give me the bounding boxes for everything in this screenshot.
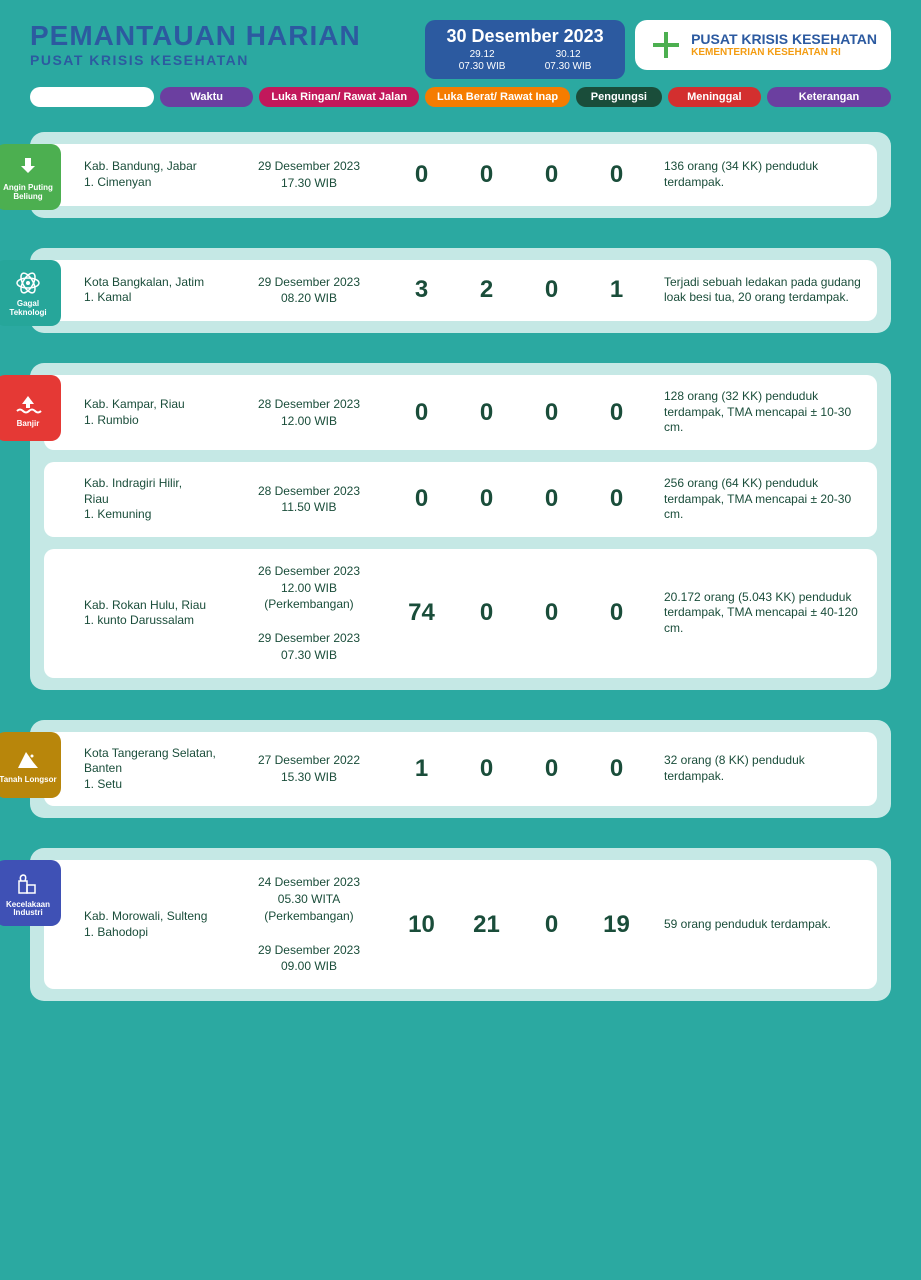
col-meninggal: 0	[589, 399, 644, 427]
event-group: BanjirKab. Kampar, Riau1. Rumbio28 Desem…	[30, 363, 891, 689]
event-row: Kota Tangerang Selatan,Banten1. Setu 27 D…	[44, 732, 877, 807]
col-keterangan: 32 orang (8 KK) penduduk terdampak.	[654, 753, 861, 784]
col-luka-berat: 0	[459, 599, 514, 627]
header: PEMANTAUAN HARIAN PUSAT KRISIS KESEHATAN…	[30, 20, 891, 79]
col-luka-berat: 21	[459, 911, 514, 939]
logo-text: PUSAT KRISIS KESEHATAN KEMENTERIAN KESEH…	[691, 32, 877, 58]
event-row: Kab. Bandung, Jabar1. Cimenyan 29 Desembe…	[44, 144, 877, 206]
page-title: PEMANTAUAN HARIAN	[30, 20, 415, 52]
col-keterangan: 256 orang (64 KK) penduduk terdampak, TM…	[654, 476, 861, 523]
event-group: Gagal TeknologiKota Bangkalan, Jatim1. K…	[30, 248, 891, 334]
col-lokasi: Kab. Bandung, Jabar1. Cimenyan	[84, 159, 224, 190]
col-keterangan: 20.172 orang (5.043 KK) penduduk terdamp…	[654, 590, 861, 637]
legend-keterangan: Keterangan	[767, 87, 891, 107]
col-pengungsi: 0	[524, 485, 579, 513]
col-luka-ringan: 1	[394, 755, 449, 783]
col-meninggal: 0	[589, 161, 644, 189]
col-luka-ringan: 3	[394, 276, 449, 304]
col-waktu: 28 Desember 202311.50 WIB	[234, 483, 384, 517]
header-left: PEMANTAUAN HARIAN PUSAT KRISIS KESEHATAN	[30, 20, 415, 68]
col-waktu: 28 Desember 202312.00 WIB	[234, 396, 384, 430]
legend-luka-berat: Luka Berat/ Rawat Inap	[425, 87, 570, 107]
col-lokasi: Kab. Morowali, Sulteng1. Bahodopi	[84, 909, 224, 940]
col-lokasi: Kab. Rokan Hulu, Riau1. kunto Darussalam	[84, 598, 224, 629]
logo-icon	[649, 28, 683, 62]
col-pengungsi: 0	[524, 276, 579, 304]
col-meninggal: 19	[589, 911, 644, 939]
date-main: 30 Desember 2023	[439, 26, 611, 47]
badge-label: Gagal Teknologi	[0, 300, 57, 318]
legend-lokasi: Lokasi	[30, 87, 154, 107]
col-pengungsi: 0	[524, 161, 579, 189]
col-luka-berat: 0	[459, 161, 514, 189]
date-periods: 29.12 07.30 WIB 30.12 07.30 WIB	[439, 49, 611, 73]
date-box: 30 Desember 2023 29.12 07.30 WIB 30.12 0…	[425, 20, 625, 79]
col-luka-ringan: 74	[394, 599, 449, 627]
event-row: Kab. Kampar, Riau1. Rumbio 28 Desember 20…	[44, 375, 877, 450]
col-pengungsi: 0	[524, 399, 579, 427]
col-lokasi: Kab. Kampar, Riau1. Rumbio	[84, 397, 224, 428]
col-meninggal: 0	[589, 599, 644, 627]
col-lokasi: Kab. Indragiri Hilir,Riau1. Kemuning	[84, 476, 224, 523]
col-meninggal: 0	[589, 485, 644, 513]
col-waktu: 27 Desember 202215.30 WIB	[234, 752, 384, 786]
event-row: Kab. Indragiri Hilir,Riau1. Kemuning 28 D…	[44, 462, 877, 537]
page-subtitle: PUSAT KRISIS KESEHATAN	[30, 52, 415, 68]
category-badge: Angin Puting Beliung	[0, 144, 61, 210]
col-luka-berat: 0	[459, 755, 514, 783]
legend-waktu: Waktu	[160, 87, 253, 107]
groups-container: Angin Puting BeliungKab. Bandung, Jabar1…	[30, 132, 891, 1001]
event-group: Tanah LongsorKota Tangerang Selatan,Bant…	[30, 720, 891, 819]
legend-pengungsi: Pengungsi	[576, 87, 662, 107]
event-group: Kecelakaan IndustriKab. Morowali, Sulten…	[30, 848, 891, 1001]
col-luka-ringan: 0	[394, 485, 449, 513]
event-row: Kab. Rokan Hulu, Riau1. kunto Darussalam…	[44, 549, 877, 678]
col-waktu: 24 Desember 202305.30 WITA(Perkembangan)…	[234, 874, 384, 975]
col-pengungsi: 0	[524, 599, 579, 627]
col-lokasi: Kota Tangerang Selatan,Banten1. Setu	[84, 746, 224, 793]
legend-row: Lokasi Waktu Luka Ringan/ Rawat Jalan Lu…	[30, 87, 891, 107]
col-keterangan: 136 orang (34 KK) penduduk terdampak.	[654, 159, 861, 190]
col-waktu: 29 Desember 202317.30 WIB	[234, 158, 384, 192]
col-keterangan: 128 orang (32 KK) penduduk terdampak, TM…	[654, 389, 861, 436]
col-luka-ringan: 10	[394, 911, 449, 939]
category-badge: Banjir	[0, 375, 61, 441]
col-luka-berat: 0	[459, 399, 514, 427]
event-row: Kota Bangkalan, Jatim1. Kamal 29 Desember…	[44, 260, 877, 322]
legend-meninggal: Meninggal	[668, 87, 761, 107]
col-keterangan: 59 orang penduduk terdampak.	[654, 917, 861, 933]
col-luka-berat: 2	[459, 276, 514, 304]
col-waktu: 29 Desember 202308.20 WIB	[234, 274, 384, 308]
legend-luka-ringan: Luka Ringan/ Rawat Jalan	[259, 87, 419, 107]
col-luka-ringan: 0	[394, 399, 449, 427]
badge-label: Tanah Longsor	[0, 776, 57, 785]
col-pengungsi: 0	[524, 755, 579, 783]
col-waktu: 26 Desember 202312.00 WIB(Perkembangan)2…	[234, 563, 384, 664]
logo-box: PUSAT KRISIS KESEHATAN KEMENTERIAN KESEH…	[635, 20, 891, 70]
category-badge: Kecelakaan Industri	[0, 860, 61, 926]
col-lokasi: Kota Bangkalan, Jatim1. Kamal	[84, 275, 224, 306]
col-luka-berat: 0	[459, 485, 514, 513]
badge-label: Kecelakaan Industri	[0, 901, 57, 919]
period-1: 29.12 07.30 WIB	[459, 49, 506, 73]
event-row: Kab. Morowali, Sulteng1. Bahodopi 24 Dese…	[44, 860, 877, 989]
category-badge: Gagal Teknologi	[0, 260, 61, 326]
col-pengungsi: 0	[524, 911, 579, 939]
col-keterangan: Terjadi sebuah ledakan pada gudang loak …	[654, 275, 861, 306]
badge-label: Banjir	[17, 420, 40, 429]
category-badge: Tanah Longsor	[0, 732, 61, 798]
col-meninggal: 1	[589, 276, 644, 304]
col-luka-ringan: 0	[394, 161, 449, 189]
badge-label: Angin Puting Beliung	[0, 184, 57, 202]
period-2: 30.12 07.30 WIB	[545, 49, 592, 73]
col-meninggal: 0	[589, 755, 644, 783]
event-group: Angin Puting BeliungKab. Bandung, Jabar1…	[30, 132, 891, 218]
